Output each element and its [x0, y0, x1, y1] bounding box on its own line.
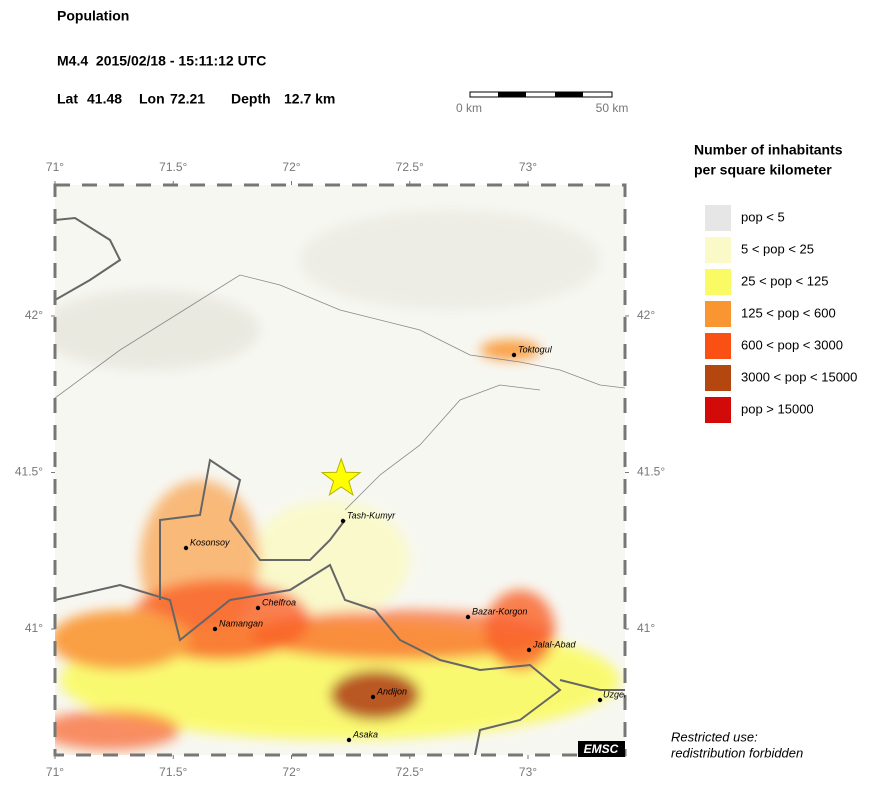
map-frame: [53, 183, 627, 757]
lon-tick-label: 71°: [46, 160, 64, 174]
depth: 12.7 km: [284, 91, 335, 107]
overlay: 71° 71° 71.5° 71.5° 72° 72° 72.5° 72.5° 73° 73° 42…: [15, 160, 666, 779]
city: Kosonsoy: [190, 537, 230, 547]
city: Andijon: [376, 686, 407, 696]
lon: 72.21: [170, 91, 205, 107]
legend-label: 600 < pop < 3000: [741, 337, 843, 352]
event: M4.4 2015/02/18 - 15:11:12 UTC: [57, 53, 266, 69]
legend-label: 3000 < pop < 15000: [741, 369, 857, 384]
scale-end: 50 km: [596, 101, 629, 115]
scale-start: 0 km: [456, 101, 482, 115]
lat-tick-label: 41°: [637, 621, 655, 635]
cities: Toktogul Tash-Kumyr Kosonsoy Chelfroa Na…: [183, 344, 629, 743]
lon-tick-label: 72°: [282, 765, 300, 779]
legend-title: Number of inhabitants: [694, 142, 843, 158]
epicenter: [320, 457, 362, 497]
city: Toktogul: [518, 344, 553, 354]
credit-box: [578, 741, 625, 757]
lat-tick-label: 42°: [637, 308, 655, 322]
notice: redistribution forbidden: [671, 745, 803, 760]
legend-label: pop < 5: [741, 209, 785, 224]
legend-title: per square kilometer: [694, 162, 832, 178]
city: Jalal-Abad: [532, 639, 577, 649]
legend-swatch: [705, 205, 731, 231]
lon-tick-label: 71.5°: [159, 765, 187, 779]
legend-swatch: [705, 365, 731, 391]
city: Chelfroa: [262, 597, 296, 607]
lon-tick-label: 73°: [519, 765, 537, 779]
lon-tick-label: 71°: [46, 765, 64, 779]
lat-tick-label: 41°: [25, 621, 43, 635]
scale-bar: [469, 91, 613, 98]
legend-swatch: [705, 301, 731, 327]
lat-label: Lat: [57, 91, 78, 107]
city: Uzgen: [603, 689, 629, 699]
legend-label: pop > 15000: [741, 401, 814, 416]
city: Bazar-Korgon: [472, 606, 527, 616]
legend-label: 5 < pop < 25: [741, 241, 814, 256]
city: Tash-Kumyr: [347, 510, 396, 520]
lon-tick-label: 71.5°: [159, 160, 187, 174]
legend-swatch: [705, 237, 731, 263]
lon-tick-label: 72°: [282, 160, 300, 174]
legend: pop < 5 5 < pop < 25 25 < pop < 125 125 < p…: [705, 205, 857, 423]
legend-label: 125 < pop < 600: [741, 305, 836, 320]
city: Asaka: [352, 729, 378, 739]
title: Population: [57, 8, 129, 24]
credit: EMSC: [584, 742, 619, 756]
map: [55, 185, 625, 755]
legend-label: 25 < pop < 125: [741, 273, 828, 288]
lat-tick-label: 42°: [25, 308, 43, 322]
lat-tick-label: 41.5°: [637, 465, 665, 479]
legend-swatch: [705, 333, 731, 359]
lon-tick-label: 72.5°: [396, 765, 424, 779]
lon-tick-label: 73°: [519, 160, 537, 174]
legend-swatch: [705, 269, 731, 295]
notice: Restricted use:: [671, 729, 758, 744]
city: Namangan: [219, 618, 263, 628]
lat-tick-label: 41.5°: [15, 465, 43, 479]
lon-tick-label: 72.5°: [396, 160, 424, 174]
lon-label: Lon: [139, 91, 165, 107]
legend-swatch: [705, 397, 731, 423]
lat: 41.48: [87, 91, 122, 107]
depth-label: Depth: [231, 91, 271, 107]
